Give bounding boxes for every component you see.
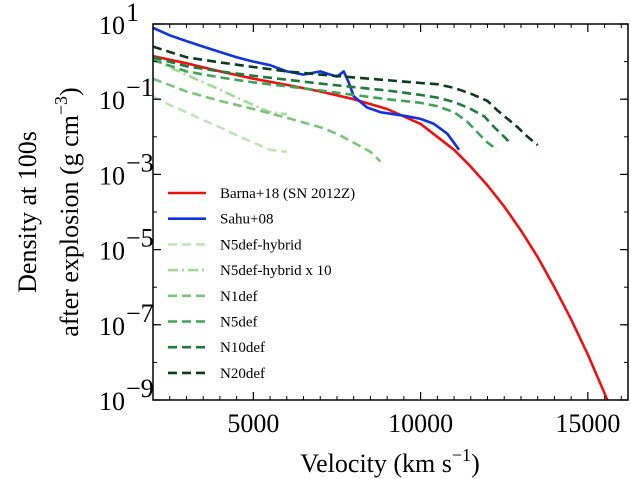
series-line-0 xyxy=(153,54,609,400)
legend-label: N5def-hybrid xyxy=(220,237,302,253)
legend-label: N20def xyxy=(220,366,265,382)
x-tick-label: 10000 xyxy=(388,409,453,438)
y-tick-exponent: −7 xyxy=(126,299,154,328)
legend-label: N5def-hybrid x 10 xyxy=(220,263,332,279)
ticks-layer xyxy=(153,23,628,401)
x-tick-label: 5000 xyxy=(227,409,279,438)
legend-label: N10def xyxy=(220,340,265,356)
y-tick-label: 10 xyxy=(99,11,125,40)
x-tick-label: 15000 xyxy=(555,409,620,438)
y-tick-label: 10 xyxy=(99,86,125,115)
y-tick-label: 10 xyxy=(99,312,125,341)
y-axis-label-line2: after explosion (g cm−3) xyxy=(51,87,84,336)
legend-label: N5def xyxy=(220,315,258,331)
y-tick-exponent: −5 xyxy=(126,224,154,253)
legend-label: Barna+18 (SN 2012Z) xyxy=(220,186,355,202)
series-line-3 xyxy=(153,57,287,116)
series-line-2 xyxy=(153,95,287,154)
x-axis-label: Velocity (km s−1) xyxy=(300,445,479,478)
y-axis-label-line1: Density at 100s xyxy=(13,131,42,293)
legend-label: N1def xyxy=(220,289,258,305)
series-line-7 xyxy=(153,45,539,147)
legend: Barna+18 (SN 2012Z) Sahu+08 N5def-hybrid N5… xyxy=(168,186,355,382)
series-line-6 xyxy=(153,56,512,145)
series-line-5 xyxy=(153,58,499,151)
y-tick-label: 10 xyxy=(99,237,125,266)
y-tick-label: 10 xyxy=(99,161,125,190)
series-layer xyxy=(153,26,609,400)
series-line-4 xyxy=(153,77,382,163)
y-tick-exponent: −3 xyxy=(126,148,154,177)
y-tick-exponent: −9 xyxy=(126,374,154,403)
plot-background xyxy=(153,24,628,400)
y-tick-label: 10 xyxy=(99,387,125,416)
y-tick-exponent: −1 xyxy=(126,73,154,102)
y-tick-exponent: 1 xyxy=(126,0,139,27)
legend-label: Sahu+08 xyxy=(220,212,273,228)
